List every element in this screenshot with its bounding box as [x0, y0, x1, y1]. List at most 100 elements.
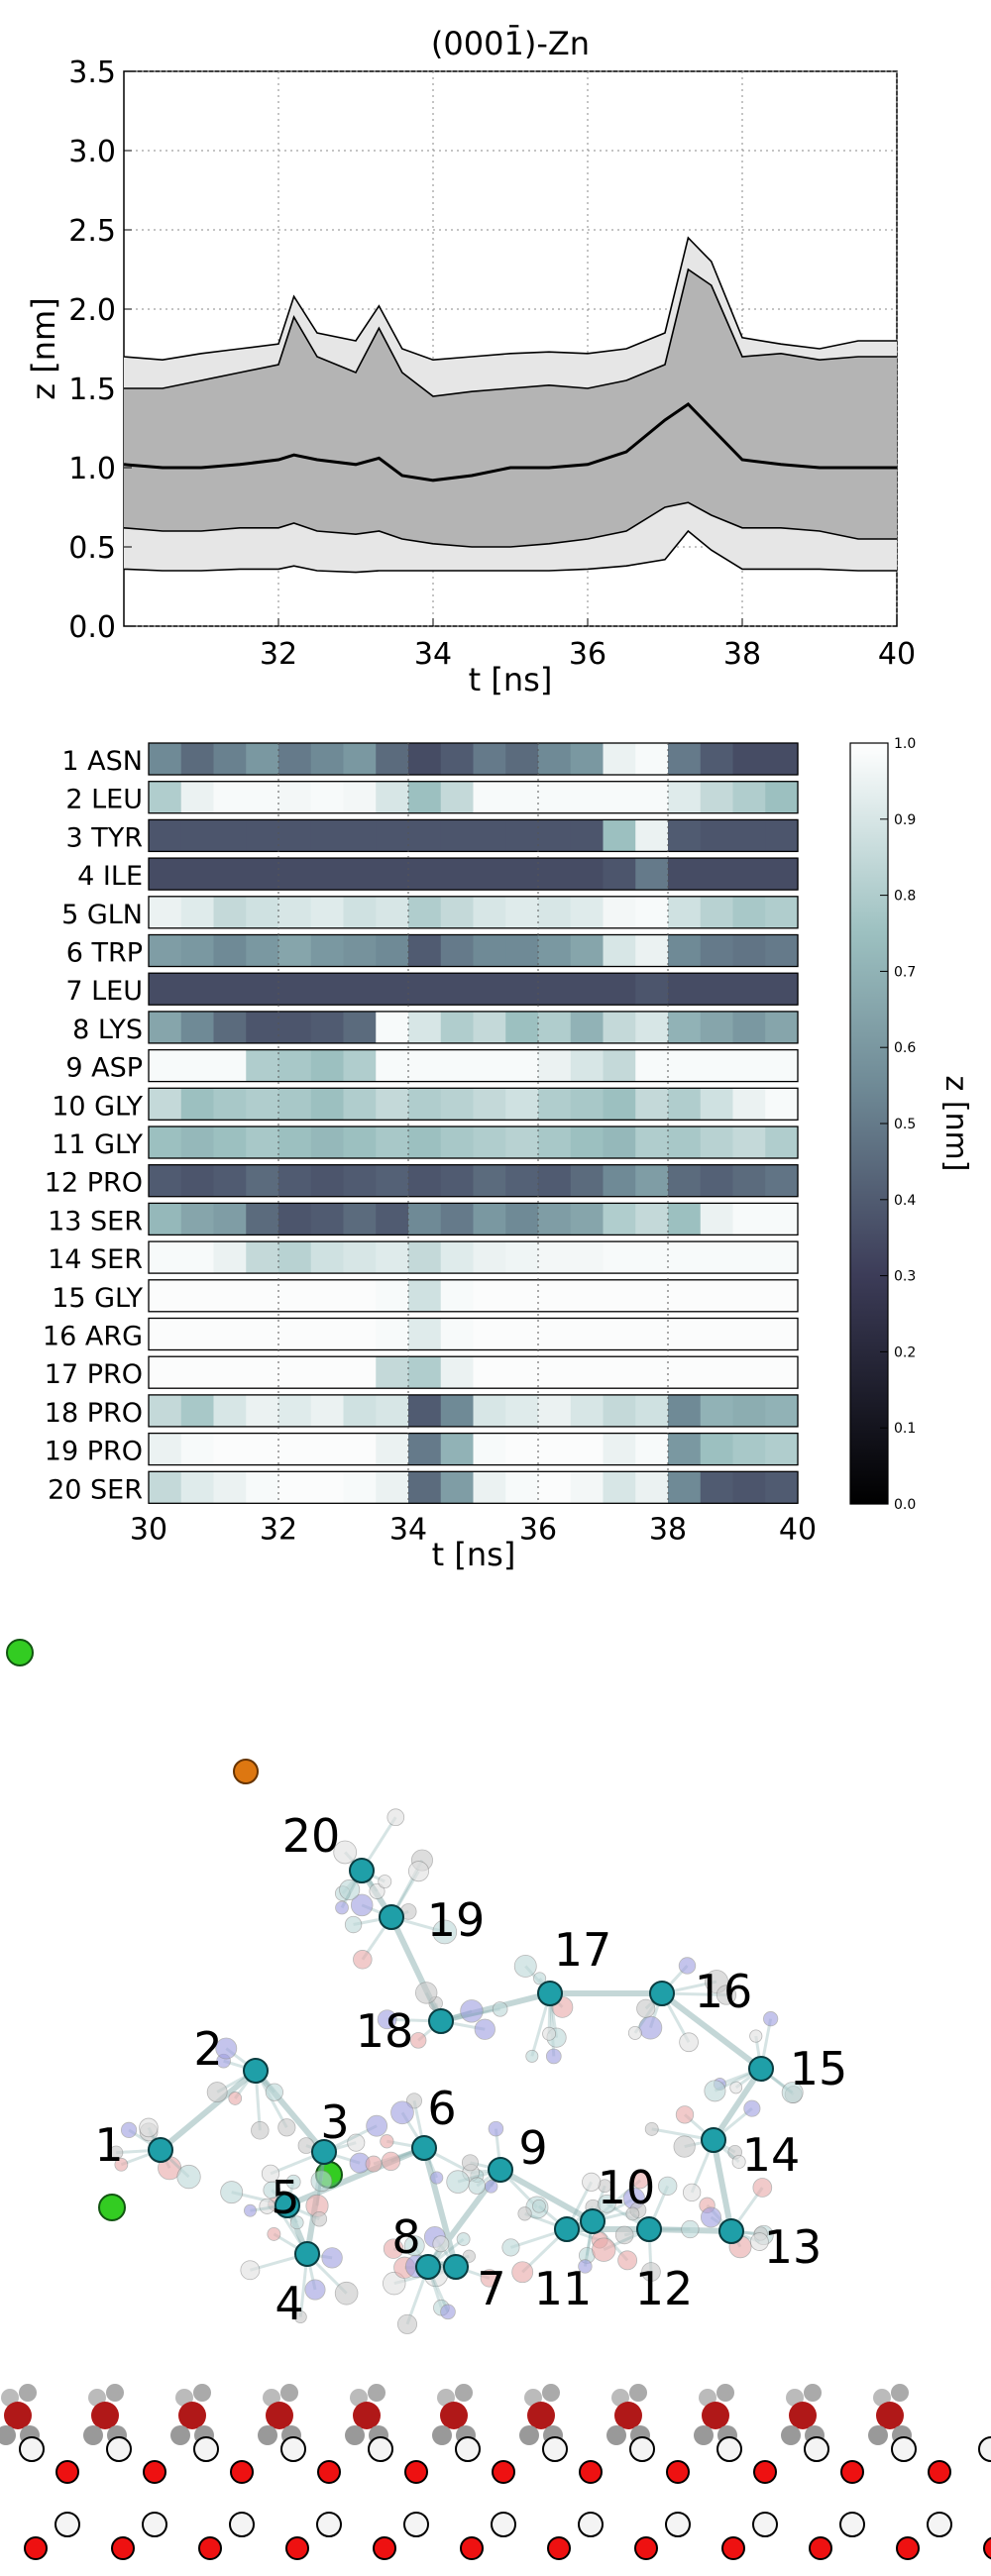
heatmap-cell: [473, 1164, 506, 1197]
alpha-carbon: [294, 2241, 320, 2267]
heatmap-cell: [700, 1203, 734, 1235]
side-chain-atom: [614, 2225, 634, 2245]
heatmap-cell: [732, 896, 766, 928]
colorbar-tick-label: 0.8: [894, 889, 916, 905]
heatmap-x-tick-label: 32: [260, 1512, 297, 1547]
ion-atom: [233, 1759, 259, 1784]
alpha-carbon: [636, 2216, 662, 2242]
side-chain-atom: [267, 2226, 281, 2241]
heatmap-cell: [278, 1394, 312, 1427]
side-chain-atom: [440, 2304, 456, 2320]
heatmap-cell: [765, 1433, 799, 1465]
side-chain-atom: [484, 2180, 498, 2194]
heatmap-cell: [732, 743, 766, 775]
surface-hydrogen: [455, 2384, 473, 2402]
heatmap-row-frame: [148, 1355, 799, 1389]
surface-oxygen: [404, 2460, 428, 2484]
heatmap-cell: [213, 1279, 247, 1312]
heatmap-cell: [635, 1164, 669, 1197]
ion-atom: [98, 2194, 126, 2221]
surface-oxygen: [840, 2460, 864, 2484]
heatmap-cell: [635, 1356, 669, 1389]
heatmap-cell: [570, 858, 605, 891]
heatmap-row-label: 15 GLY: [52, 1283, 143, 1314]
residue-number-label: 13: [764, 2220, 823, 2274]
side-chain-atom: [617, 2250, 638, 2271]
x-tick-label: 36: [569, 637, 606, 672]
side-chain-atom: [673, 2135, 696, 2158]
heatmap-cell: [278, 896, 312, 928]
surface-zinc: [280, 2436, 306, 2462]
surface-zinc: [665, 2512, 691, 2537]
heatmap-cell: [246, 1164, 279, 1197]
heatmap-cell: [603, 1356, 636, 1389]
heatmap-row: 4 ILE: [77, 857, 799, 892]
surface-zinc: [316, 2512, 342, 2537]
heatmap-cell: [700, 934, 734, 967]
side-chain-atom: [631, 2171, 649, 2190]
heatmap-cell: [213, 743, 247, 775]
heatmap-cell: [635, 1049, 669, 1082]
side-chain-atom: [678, 1957, 697, 1975]
y-tick-label: 0.5: [68, 531, 116, 566]
heatmap-cell: [213, 858, 247, 891]
side-chain-atom: [310, 2170, 333, 2193]
heatmap-cell: [570, 1471, 605, 1504]
heatmap-cell: [635, 1394, 669, 1427]
heatmap-cell: [343, 1433, 377, 1465]
heatmap-cell: [376, 1049, 409, 1082]
side-chain-atom: [625, 2206, 640, 2221]
heatmap-cell: [180, 858, 215, 891]
heatmap-cell: [440, 934, 475, 967]
surface-oxygen: [55, 2460, 79, 2484]
heatmap-row-frame: [148, 1394, 799, 1428]
heatmap-cell: [765, 1164, 799, 1197]
heatmap-row-frame: [148, 896, 799, 929]
heatmap-cell: [440, 1011, 475, 1043]
heatmap-row-frame: [148, 1317, 799, 1351]
residue-number-label: 14: [742, 2128, 801, 2182]
surface-zinc: [752, 2512, 778, 2537]
alpha-carbon: [415, 2254, 441, 2280]
heatmap-cell: [668, 1356, 702, 1389]
heatmap-row: 6 TRP: [66, 933, 799, 969]
series-line-upper: [124, 268, 897, 397]
heatmap-cell: [668, 743, 702, 775]
side-chain-atom: [488, 2120, 504, 2137]
heatmap-row-label: 9 ASP: [65, 1053, 143, 1084]
residue-number-label: 6: [427, 2082, 456, 2135]
heatmap-cell: [668, 819, 702, 852]
heatmap-cell: [732, 1241, 766, 1274]
heatmap-cell: [732, 1433, 766, 1465]
heatmap-cell: [180, 1433, 215, 1465]
heatmap-cell: [213, 1433, 247, 1465]
heatmap-cell: [149, 1011, 182, 1043]
heatmap-cell: [376, 1433, 409, 1465]
y-tick-label: 2.5: [68, 214, 116, 249]
heatmap-cell: [668, 934, 702, 967]
heatmap-cell: [570, 1279, 605, 1312]
heatmap-row-label: 11 GLY: [52, 1129, 143, 1160]
surface-oxygen: [492, 2460, 515, 2484]
heatmap-cell: [700, 1279, 734, 1312]
backbone-bond: [421, 2147, 459, 2268]
heatmap-cell: [343, 1471, 377, 1504]
heatmap-cell: [213, 896, 247, 928]
heatmap-cell: [180, 1279, 215, 1312]
heatmap-cell: [538, 934, 572, 967]
side-chain-atom: [517, 2206, 532, 2221]
heatmap-cell: [732, 1356, 766, 1389]
heatmap-cell: [149, 1318, 182, 1350]
side-chain-atom: [460, 1999, 484, 2023]
heatmap-cell: [180, 743, 215, 775]
heatmap-cell: [213, 1356, 247, 1389]
surface-zinc: [891, 2436, 917, 2462]
heatmap-cell: [505, 1279, 539, 1312]
heatmap-cell: [570, 1433, 605, 1465]
y-tick-label: 1.0: [68, 452, 116, 486]
side-chain-atom: [627, 2025, 642, 2040]
side-chain-atom: [263, 2181, 281, 2200]
heatmap-cell: [473, 1127, 506, 1158]
heatmap-cell: [700, 1318, 734, 1350]
heatmap-x-tick-label: 40: [779, 1512, 817, 1547]
